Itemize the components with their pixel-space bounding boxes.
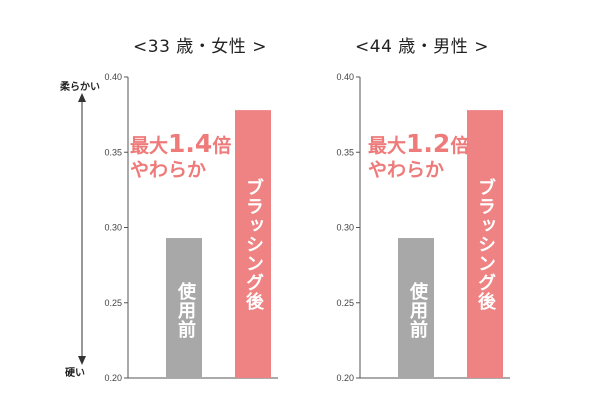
bar-label-left-after: ブラッシング後 bbox=[243, 178, 264, 311]
bar-left-after bbox=[235, 110, 271, 379]
callout-right-value: 1.2 bbox=[406, 129, 451, 158]
bar-label-right-after: ブラッシング後 bbox=[475, 178, 496, 311]
panel-title-right: <44 歳・男性 > bbox=[355, 37, 489, 57]
callout-right: 最大1.2倍 やわらか bbox=[368, 129, 470, 182]
y-tick-label-left-4: 0.40 bbox=[104, 72, 122, 82]
callout-right-prefix: 最大 bbox=[368, 135, 407, 157]
bar-label-left-before: 使用前 bbox=[175, 282, 196, 339]
y-tick-label-left-2: 0.30 bbox=[104, 223, 122, 233]
callout-left-prefix: 最大 bbox=[130, 135, 169, 157]
y-tick-label-right-3: 0.35 bbox=[336, 147, 354, 157]
axis-label-soft: 柔らかい bbox=[60, 82, 100, 93]
y-tick-label-right-1: 0.25 bbox=[336, 298, 354, 308]
y-tick-label-right-0: 0.20 bbox=[336, 373, 354, 383]
softness-arrow bbox=[78, 93, 86, 365]
callout-left: 最大1.4倍 やわらか bbox=[130, 129, 232, 182]
y-tick-label-right-2: 0.30 bbox=[336, 223, 354, 233]
axis-label-hard: 硬い bbox=[65, 368, 85, 379]
y-tick-label-left-0: 0.20 bbox=[104, 373, 122, 383]
callout-right-line2: やわらか bbox=[368, 159, 445, 181]
callout-left-line2: やわらか bbox=[130, 159, 207, 181]
y-tick-label-left-3: 0.35 bbox=[104, 147, 122, 157]
callout-right-suffix: 倍 bbox=[450, 135, 470, 157]
panel-title-left: <33 歳・女性 > bbox=[133, 37, 267, 57]
bar-right-after bbox=[467, 110, 503, 379]
callout-left-value: 1.4 bbox=[168, 129, 213, 158]
bar-label-right-before: 使用前 bbox=[407, 282, 428, 339]
callout-left-suffix: 倍 bbox=[212, 135, 232, 157]
y-tick-label-right-4: 0.40 bbox=[336, 72, 354, 82]
bar-right-before bbox=[398, 238, 434, 378]
y-tick-label-left-1: 0.25 bbox=[104, 298, 122, 308]
bar-left-before bbox=[166, 238, 202, 378]
